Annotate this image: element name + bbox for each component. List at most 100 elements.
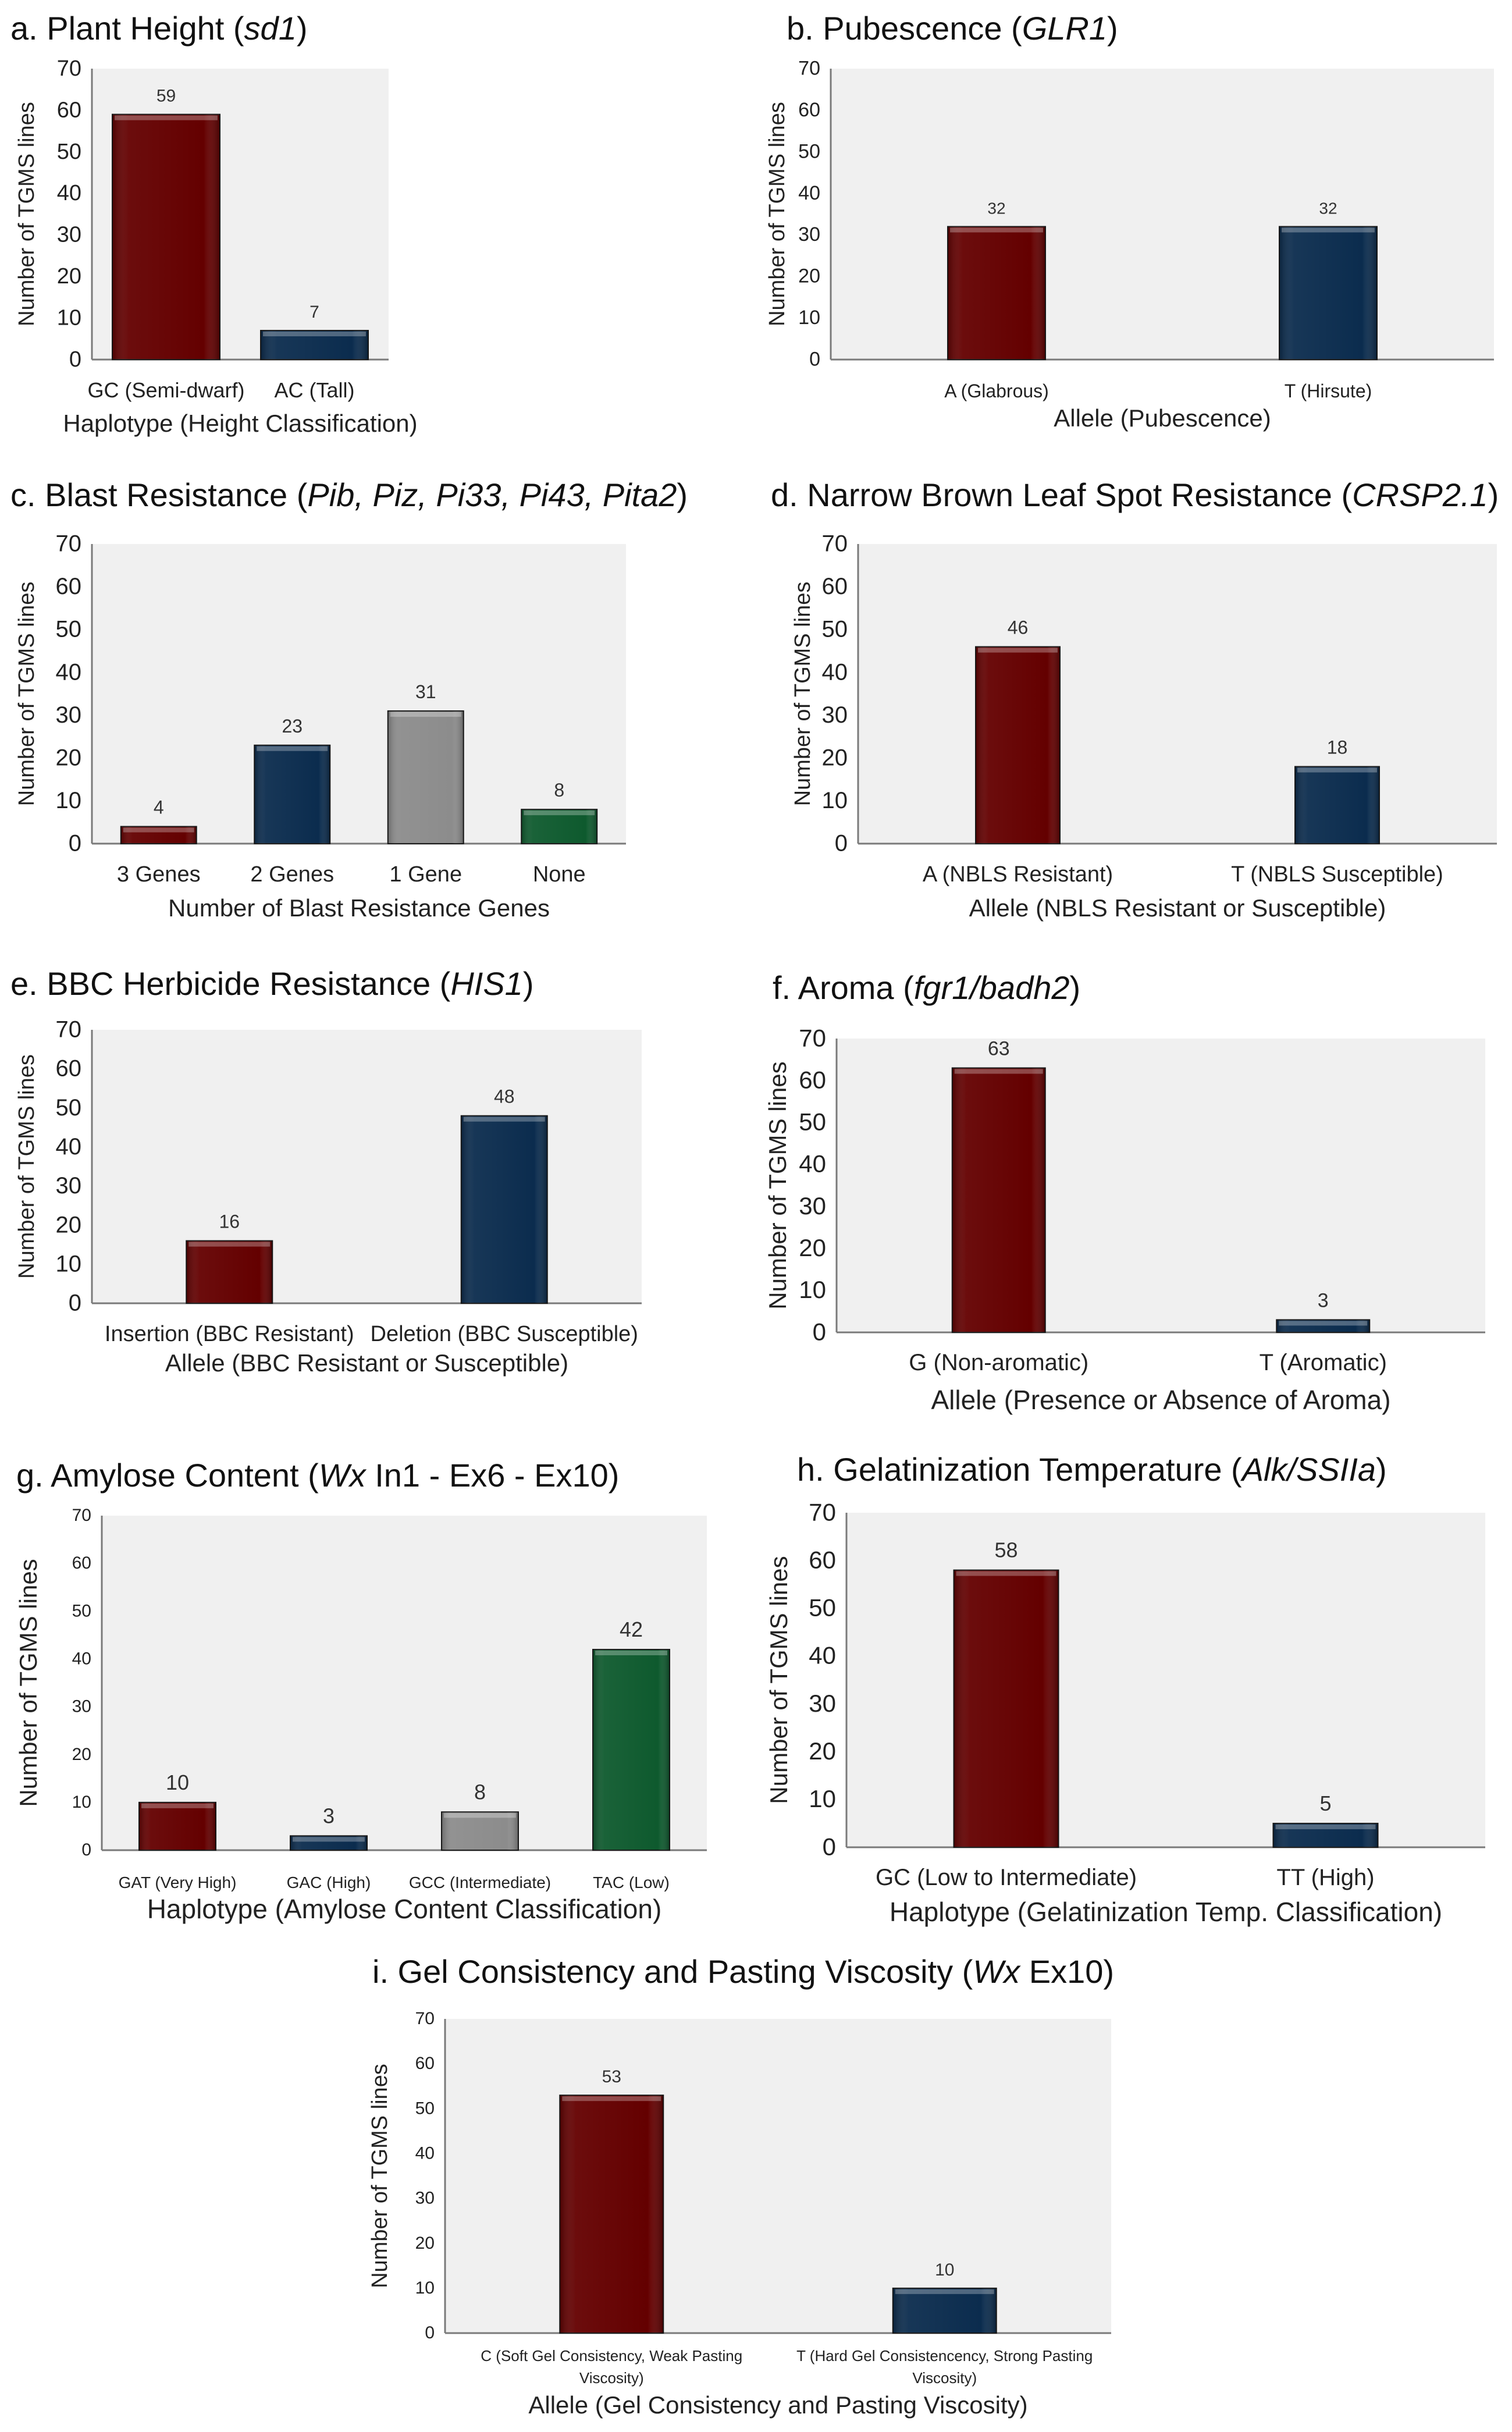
y-tick-label: 40	[415, 2144, 435, 2163]
x-tick-label: 2 Genes	[250, 862, 334, 887]
x-axis-label: Allele (BBC Resistant or Susceptible)	[165, 1349, 568, 1377]
data-label: 32	[987, 199, 1005, 217]
bar-shading	[521, 809, 597, 844]
y-tick-label: 10	[56, 788, 82, 813]
x-tick-label: GAC (High)	[287, 1873, 371, 1891]
bar-shading	[261, 330, 368, 360]
x-tick-label: A (NBLS Resistant)	[923, 862, 1113, 887]
chart-panel-3: c. Blast Resistance (Pib, Piz, Pi33, Pi4…	[10, 477, 688, 922]
chart-panel-8: h. Gelatinization Temperature (Alk/SSIIa…	[765, 1451, 1485, 1927]
title-suffix: )	[1107, 10, 1118, 47]
title-gene: Alk/SSIIa	[1240, 1451, 1376, 1488]
x-axis-label: Haplotype (Height Classification)	[63, 410, 417, 437]
chart-panel-9: i. Gel Consistency and Pasting Viscosity…	[368, 1953, 1114, 2419]
y-tick-label: 50	[57, 140, 81, 164]
bar-shading	[948, 226, 1045, 360]
title-text: h. Gelatinization Temperature (	[797, 1451, 1242, 1488]
bar-shading	[139, 1802, 216, 1850]
y-tick-label: 70	[809, 1498, 836, 1526]
bar-highlight	[141, 1803, 214, 1808]
x-tick-label: None	[533, 862, 586, 887]
bar-highlight	[115, 115, 218, 120]
bar-shading	[1276, 1320, 1370, 1332]
y-tick-label: 60	[72, 1553, 91, 1573]
bar-shading	[387, 710, 464, 844]
y-tick-label: 40	[56, 659, 82, 685]
y-tick-label: 40	[57, 181, 81, 205]
x-tick-label: T (NBLS Susceptible)	[1231, 862, 1443, 887]
data-label: 7	[309, 303, 319, 322]
title-suffix: Ex10)	[1020, 1953, 1114, 1990]
y-tick-label: 20	[809, 1737, 836, 1765]
y-axis-label: Number of TGMS lines	[15, 1559, 42, 1807]
y-axis-label: Number of TGMS lines	[368, 2064, 392, 2288]
x-tick-label: AC (Tall)	[274, 378, 354, 402]
chart-panel-1: a. Plant Height (sd1) 0 10 20 30 40 50 60 70 Numb…	[10, 10, 418, 437]
bar-highlight	[956, 1571, 1056, 1576]
bar-highlight	[524, 810, 595, 816]
data-label: 8	[474, 1780, 486, 1804]
data-label: 10	[166, 1770, 189, 1794]
bar-highlight	[595, 1651, 667, 1655]
title-text: a. Plant Height (	[10, 10, 244, 47]
y-tick-label: 10	[415, 2278, 435, 2298]
title-text: f. Aroma (	[773, 969, 914, 1006]
y-axis-label: Number of TGMS lines	[791, 582, 815, 806]
data-label: 16	[219, 1211, 240, 1232]
bar-highlight	[123, 827, 194, 833]
chart-panel-2: b. Pubescence (GLR1) 0 10 20 30 40 50 60 70 Numbe…	[765, 10, 1494, 432]
data-label: 32	[1319, 199, 1337, 217]
bar-highlight	[444, 1813, 516, 1818]
y-tick-label: 30	[415, 2189, 435, 2208]
chart-panel-4: d. Narrow Brown Leaf Spot Resistance (CR…	[771, 477, 1499, 922]
bar-highlight	[895, 2289, 994, 2294]
y-tick-label: 10	[799, 1276, 826, 1303]
title-text: b. Pubescence (	[787, 10, 1022, 47]
y-tick-label: 20	[798, 265, 820, 287]
x-tick-label: TAC (Low)	[593, 1873, 670, 1891]
panel-title: e. BBC Herbicide Resistance (HIS1)	[10, 965, 533, 1002]
y-axis-label: Number of TGMS lines	[764, 1061, 791, 1309]
bar-highlight	[1297, 767, 1377, 773]
bar-shading	[976, 646, 1060, 844]
x-tick-label: GC (Low to Intermediate)	[876, 1865, 1137, 1890]
data-label: 4	[154, 797, 164, 818]
bar-highlight	[1275, 1824, 1376, 1829]
y-tick-label: 30	[799, 1192, 826, 1219]
plot-area	[831, 69, 1494, 360]
panel-title: d. Narrow Brown Leaf Spot Resistance (CR…	[771, 477, 1499, 513]
y-tick-label: 50	[809, 1594, 836, 1622]
bar-shading	[186, 1240, 273, 1303]
bar-highlight	[950, 227, 1043, 233]
y-tick-label: 0	[81, 1840, 91, 1859]
data-label: 58	[994, 1538, 1018, 1562]
y-tick-label: 0	[69, 347, 81, 372]
bar-highlight	[978, 648, 1058, 653]
title-suffix: )	[523, 965, 534, 1002]
y-tick-label: 30	[72, 1697, 91, 1716]
plot-area	[445, 2019, 1111, 2333]
bar-shading	[593, 1649, 670, 1850]
title-gene: Wx	[319, 1457, 367, 1494]
plot-area	[858, 544, 1497, 844]
y-tick-label: 60	[822, 574, 848, 599]
bar-highlight	[390, 712, 461, 717]
y-tick-label: 70	[798, 58, 820, 80]
y-tick-label: 30	[822, 702, 848, 728]
y-axis-label: Number of TGMS lines	[15, 102, 39, 326]
y-tick-label: 10	[57, 305, 81, 330]
data-label: 3	[323, 1804, 335, 1827]
title-suffix: In1 - Ex6 - Ex10)	[366, 1457, 620, 1494]
data-label: 23	[282, 716, 303, 737]
plot-area	[837, 1039, 1485, 1332]
y-tick-label: 30	[56, 702, 82, 728]
title-suffix: )	[1070, 969, 1081, 1006]
bar-shading	[1279, 226, 1377, 360]
y-tick-label: 70	[56, 1017, 82, 1043]
y-tick-label: 20	[57, 264, 81, 289]
y-tick-label: 50	[56, 1095, 82, 1121]
x-axis-label: Number of Blast Resistance Genes	[168, 894, 550, 922]
y-tick-label: 0	[69, 1290, 81, 1316]
panel-title: i. Gel Consistency and Pasting Viscosity…	[372, 1953, 1114, 1990]
